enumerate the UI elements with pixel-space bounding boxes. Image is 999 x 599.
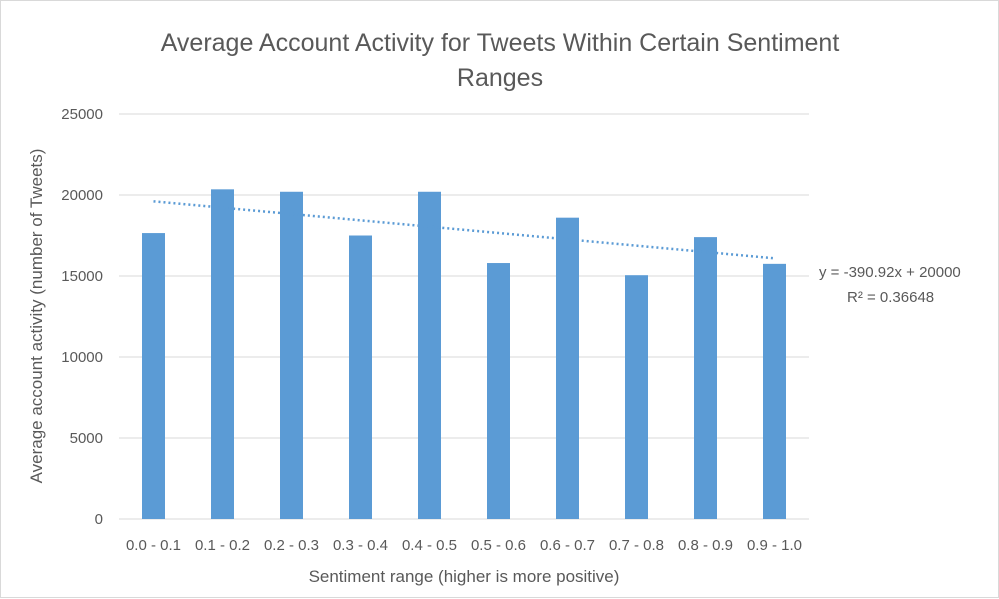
x-tick-label: 0.8 - 0.9: [678, 537, 733, 554]
x-tick-label: 0.0 - 0.1: [126, 537, 181, 554]
y-tick-label: 15000: [61, 268, 103, 285]
x-tick-label: 0.2 - 0.3: [264, 537, 319, 554]
x-axis-title: Sentiment range (higher is more positive…: [309, 567, 620, 586]
trendline-r-squared: R² = 0.36648: [847, 289, 934, 306]
bar-4: [418, 191, 441, 519]
x-tick-label: 0.7 - 0.8: [609, 537, 664, 554]
y-tick-label: 5000: [70, 430, 103, 447]
x-tick-labels: 0.0 - 0.1 0.1 - 0.2 0.2 - 0.3 0.3 - 0.4 0.4 …: [126, 537, 802, 554]
bars: [142, 189, 786, 519]
chart-title-line-2: Ranges: [457, 64, 543, 92]
bar-5: [487, 263, 510, 519]
x-tick-label: 0.9 - 1.0: [747, 537, 802, 554]
bar-1: [211, 189, 234, 519]
y-tick-label: 0: [95, 511, 103, 528]
x-tick-label: 0.5 - 0.6: [471, 537, 526, 554]
trendline-equation: y = -390.92x + 20000: [819, 264, 961, 281]
x-tick-label: 0.3 - 0.4: [333, 537, 388, 554]
bar-8: [694, 237, 717, 519]
x-tick-label: 0.4 - 0.5: [402, 537, 457, 554]
bar-3: [349, 235, 372, 519]
x-tick-label: 0.6 - 0.7: [540, 537, 595, 554]
trendline: [153, 200, 775, 260]
trendline-group: [153, 200, 775, 260]
chart-title-line-1: Average Account Activity for Tweets With…: [161, 29, 840, 57]
y-tick-label: 10000: [61, 349, 103, 366]
y-tick-label: 20000: [61, 187, 103, 204]
bar-2: [280, 191, 303, 519]
y-tick-labels: 0 5000 10000 15000 20000 25000: [61, 106, 103, 528]
bar-7: [625, 275, 648, 519]
y-axis-title: Average account activity (number of Twee…: [27, 149, 46, 484]
y-tick-label: 25000: [61, 106, 103, 123]
bar-6: [556, 217, 579, 519]
bar-0: [142, 233, 165, 519]
bar-9: [763, 263, 786, 519]
x-tick-label: 0.1 - 0.2: [195, 537, 250, 554]
